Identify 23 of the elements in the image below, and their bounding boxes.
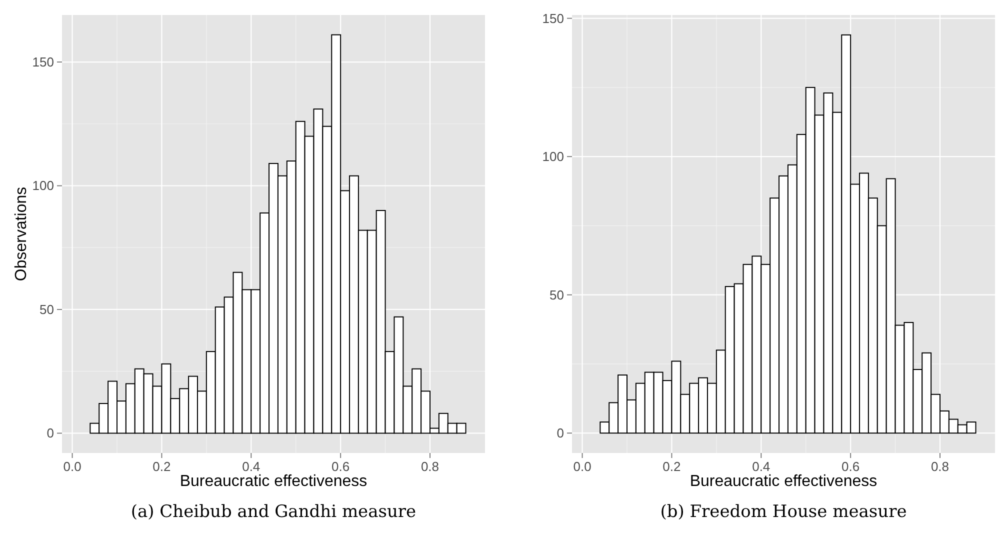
x-tick-label: 0.6	[332, 459, 350, 474]
x-tick-label: 0.8	[930, 459, 950, 474]
y-tick-label: 100	[32, 178, 54, 194]
x-tick-label: 0.4	[242, 459, 260, 474]
y-tick-label: 0	[556, 426, 564, 441]
x-tick-label: 0.4	[752, 459, 770, 474]
y-tick-label: 0	[46, 426, 54, 441]
text: (a) Cheibub and Gandhi measure	[130, 502, 416, 522]
y-tick-label: 50	[550, 287, 564, 302]
y-tick-label: 150	[542, 10, 564, 26]
x-tick-label: 0.0	[63, 459, 82, 474]
y-tick-label: 150	[32, 54, 54, 70]
x-axis-title: Bureaucratic effectiveness	[180, 473, 368, 490]
x-tick-label: 0.8	[420, 459, 440, 474]
x-tick-label: 0.0	[573, 459, 592, 474]
text: (b) Freedom House measure	[660, 502, 907, 522]
y-tick-label: 50	[40, 302, 54, 317]
x-tick-label: 0.6	[842, 459, 860, 474]
x-tick-label: 0.2	[152, 459, 171, 474]
y-tick-label: 100	[542, 149, 564, 164]
x-tick-label: 0.2	[662, 459, 681, 474]
y-axis-title: Observations	[13, 186, 30, 282]
x-axis-title: Bureaucratic effectiveness	[690, 473, 878, 490]
